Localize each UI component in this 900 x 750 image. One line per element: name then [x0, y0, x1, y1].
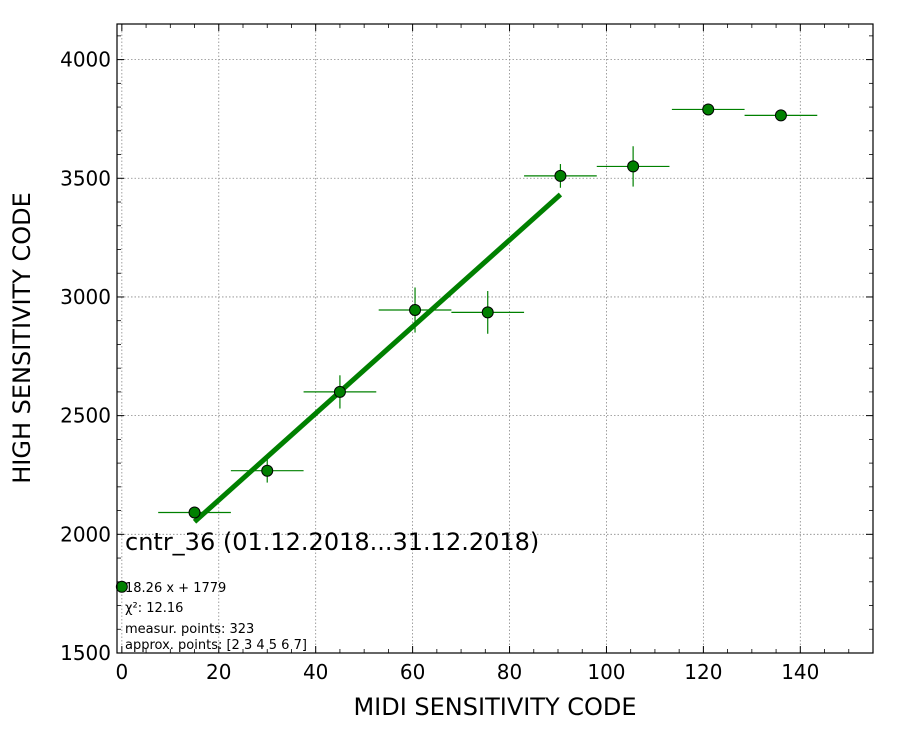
data-point	[481, 306, 494, 319]
y-tick-label: 4000	[60, 48, 111, 72]
data-point	[627, 160, 640, 173]
axis-ticks	[117, 24, 873, 654]
data-point	[409, 304, 422, 317]
data-point	[702, 103, 715, 116]
tick-labels: 0 20 40 60 80 100 120 140 1500 2000 2500 3000 3500 40…	[60, 48, 819, 684]
y-tick-label: 2500	[60, 404, 111, 428]
y-axis-label: HIGH SENSITIVITY CODE	[8, 192, 36, 484]
x-tick-label: 40	[303, 660, 328, 684]
approx-points-label: approx. points: [2 3 4 5 6 7]	[125, 638, 307, 653]
chi-square-label: χ²: 12.16	[125, 601, 183, 616]
data-point	[115, 580, 128, 593]
data-point	[261, 464, 274, 477]
data-points	[115, 103, 787, 593]
x-tick-label: 0	[115, 660, 128, 684]
x-tick-label: 80	[497, 660, 522, 684]
x-axis-label: MIDI SENSITIVITY CODE	[353, 693, 636, 721]
measured-points-label: measur. points: 323	[125, 622, 254, 637]
fit-line-layer	[192, 192, 563, 524]
x-tick-label: 140	[781, 660, 819, 684]
fit-line	[192, 192, 563, 524]
x-tick-label: 100	[587, 660, 625, 684]
chart-title: cntr_36 (01.12.2018...31.12.2018)	[125, 528, 539, 556]
fit-equation-label: 18.26 x + 1779	[125, 581, 226, 596]
y-tick-label: 3000	[60, 285, 111, 309]
data-point	[188, 506, 201, 519]
data-point	[333, 385, 346, 398]
x-tick-label: 60	[400, 660, 425, 684]
x-tick-label: 120	[684, 660, 722, 684]
data-point	[774, 109, 787, 122]
y-tick-label: 2000	[60, 522, 111, 546]
x-tick-label: 20	[206, 660, 231, 684]
y-tick-label: 3500	[60, 166, 111, 190]
data-point	[554, 169, 567, 182]
y-tick-label: 1500	[60, 641, 111, 665]
plot-frame	[116, 23, 874, 654]
